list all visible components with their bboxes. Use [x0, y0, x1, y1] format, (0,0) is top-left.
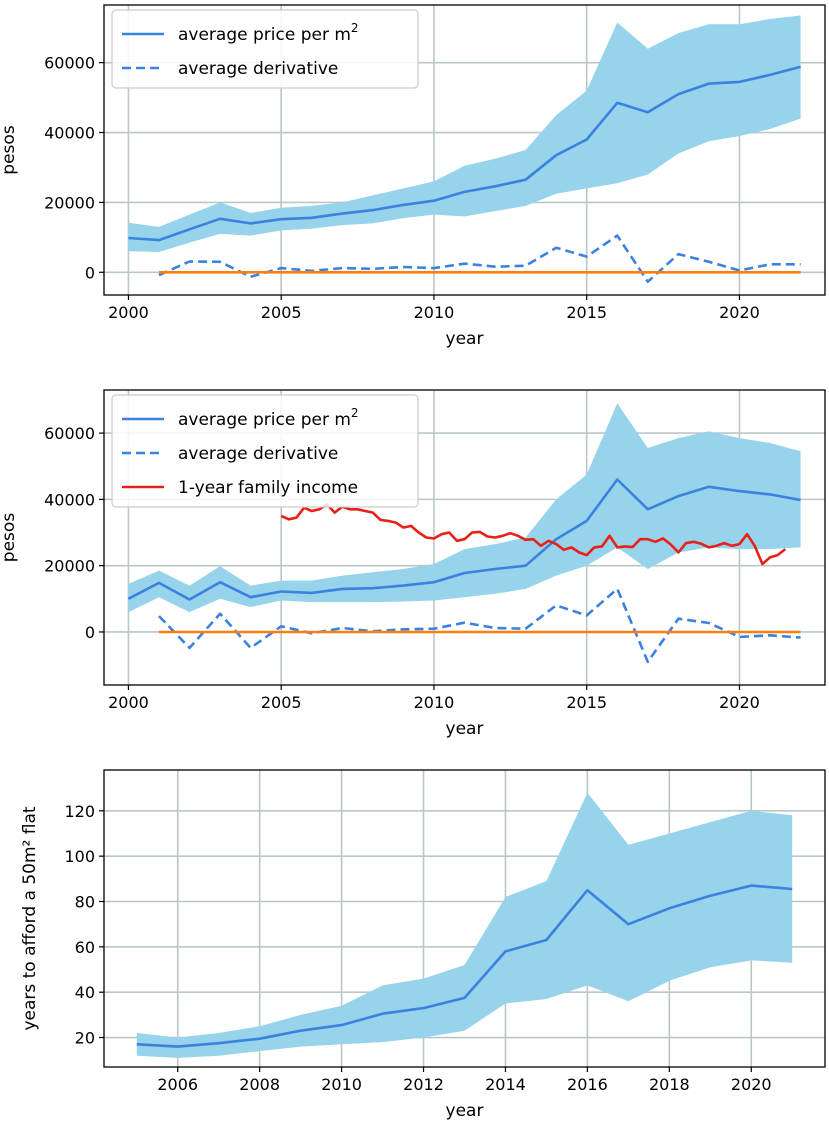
chart-2: 2000 2005 2010 2015 2020 0 20000 40000 60000 year…: [0, 389, 826, 739]
plot-frame: [103, 389, 826, 686]
y-tick-label: 120: [64, 802, 95, 821]
legend-label: average price per m2: [178, 406, 359, 430]
x-axis-label: year: [446, 719, 484, 739]
series-average-price-per-m-: [128, 65, 801, 242]
x-tick-label: 2012: [403, 1075, 444, 1094]
x-tick-label: 2010: [414, 693, 455, 712]
y-tick-label: 20000: [44, 193, 95, 212]
legend: average price per m2 average derivative 1-…: [111, 394, 419, 508]
x-tick-label: 2008: [239, 1075, 280, 1094]
series-average-price-per-m-: [127, 478, 801, 601]
legend-label: average derivative: [178, 59, 338, 79]
legend-box: [111, 394, 419, 508]
chart-3: 2006 2008 2010 2012 2014 2016 2018 202020406080…: [20, 769, 826, 1121]
legend-label: average price per m2: [178, 21, 359, 45]
legend-label: average derivative: [178, 444, 338, 464]
x-tick-label: 2000: [108, 693, 149, 712]
x-tick-label: 2005: [261, 303, 302, 322]
y-tick-label: 0: [85, 263, 95, 282]
y-tick-label: 100: [64, 847, 95, 866]
legend-label: 1-year family income: [178, 478, 358, 498]
x-axis-label: year: [446, 329, 484, 349]
x-axis-label: year: [446, 1101, 484, 1121]
x-tick-label: 2010: [321, 1075, 362, 1094]
y-tick-label: 60: [75, 938, 95, 957]
plot-frame: [103, 769, 826, 1068]
y-axis-label: pesos: [0, 513, 19, 563]
y-axis-label: years to afford a 50m² flat: [20, 806, 40, 1030]
x-tick-label: 2020: [719, 693, 760, 712]
confidence-band: [128, 403, 801, 613]
chart-1: 2000 2005 2010 2015 2020 0 20000 40000 60000 year…: [0, 4, 826, 349]
x-tick-label: 2006: [157, 1075, 198, 1094]
x-tick-label: 2000: [108, 303, 149, 322]
legend-box: [111, 9, 419, 89]
y-tick-label: 20000: [44, 557, 95, 576]
y-tick-label: 40000: [44, 124, 95, 143]
legend: average price per m2 average derivative: [111, 9, 419, 89]
confidence-band: [136, 792, 793, 1058]
y-tick-label: 60000: [44, 54, 95, 73]
y-tick-label: 0: [85, 623, 95, 642]
x-tick-label: 2020: [719, 303, 760, 322]
x-tick-label: 2015: [566, 693, 607, 712]
x-tick-label: 2015: [566, 303, 607, 322]
y-tick-label: 60000: [44, 424, 95, 443]
y-axis-label: pesos: [0, 125, 19, 175]
y-tick-label: 40: [75, 983, 95, 1002]
x-tick-label: 2020: [731, 1075, 772, 1094]
series-years-to-afford: [136, 884, 793, 1048]
plot-frame: [103, 4, 826, 296]
x-tick-label: 2005: [261, 693, 302, 712]
series-1-year-family-income: [280, 503, 787, 566]
y-tick-label: 80: [75, 892, 95, 911]
x-tick-label: 2010: [414, 303, 455, 322]
x-tick-label: 2018: [649, 1075, 690, 1094]
series-average-derivative: [158, 587, 801, 664]
y-tick-label: 20: [75, 1029, 95, 1048]
series-average-derivative: [158, 234, 801, 284]
y-tick-label: 40000: [44, 490, 95, 509]
confidence-band: [128, 15, 801, 252]
x-tick-label: 2016: [567, 1075, 608, 1094]
x-tick-label: 2014: [485, 1075, 526, 1094]
